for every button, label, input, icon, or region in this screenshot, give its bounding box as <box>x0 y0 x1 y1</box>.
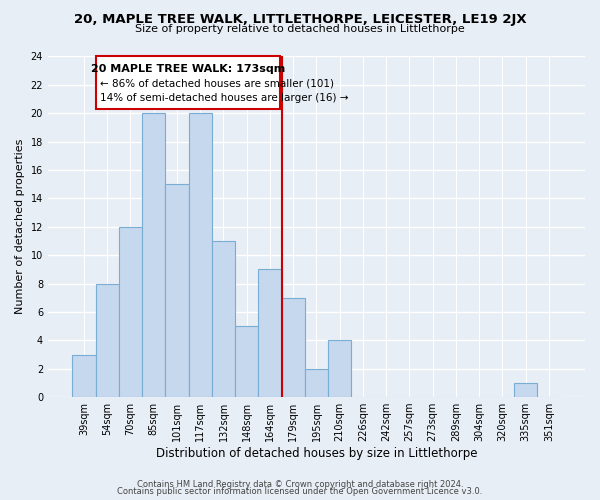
Bar <box>281 298 305 397</box>
Text: Contains HM Land Registry data © Crown copyright and database right 2024.: Contains HM Land Registry data © Crown c… <box>137 480 463 489</box>
Bar <box>514 383 538 397</box>
Bar <box>142 114 166 397</box>
Bar <box>119 227 142 397</box>
Bar <box>259 270 281 397</box>
Text: 20, MAPLE TREE WALK, LITTLETHORPE, LEICESTER, LE19 2JX: 20, MAPLE TREE WALK, LITTLETHORPE, LEICE… <box>74 12 526 26</box>
Bar <box>166 184 188 397</box>
Y-axis label: Number of detached properties: Number of detached properties <box>15 139 25 314</box>
Bar <box>73 354 95 397</box>
Bar <box>95 284 119 397</box>
Text: 20 MAPLE TREE WALK: 173sqm: 20 MAPLE TREE WALK: 173sqm <box>91 64 285 74</box>
Bar <box>212 241 235 397</box>
FancyBboxPatch shape <box>95 56 280 109</box>
Bar <box>305 368 328 397</box>
Text: ← 86% of detached houses are smaller (101): ← 86% of detached houses are smaller (10… <box>100 78 334 88</box>
X-axis label: Distribution of detached houses by size in Littlethorpe: Distribution of detached houses by size … <box>156 447 477 460</box>
Bar <box>235 326 259 397</box>
Bar <box>328 340 352 397</box>
Bar <box>188 114 212 397</box>
Text: Contains public sector information licensed under the Open Government Licence v3: Contains public sector information licen… <box>118 487 482 496</box>
Text: Size of property relative to detached houses in Littlethorpe: Size of property relative to detached ho… <box>135 24 465 34</box>
Text: 14% of semi-detached houses are larger (16) →: 14% of semi-detached houses are larger (… <box>100 92 349 102</box>
